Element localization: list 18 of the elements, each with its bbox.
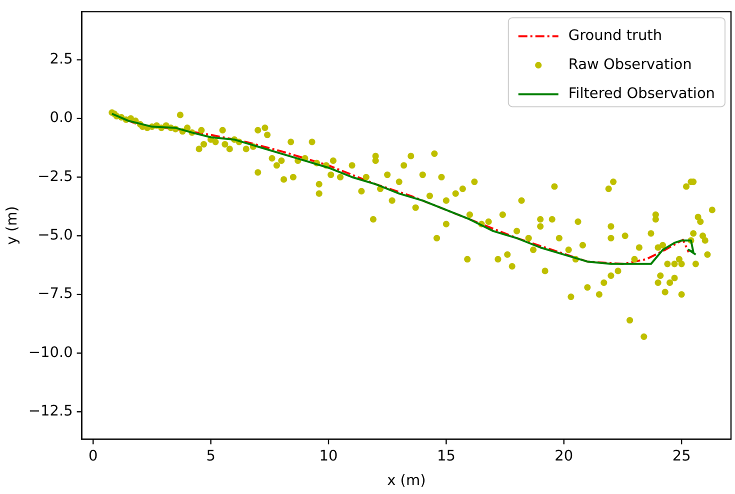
- y-tick-label: −2.5: [38, 168, 73, 185]
- x-axis-title: x (m): [387, 473, 426, 490]
- x-tick-label: 0: [88, 448, 98, 465]
- y-axis-title: y (m): [4, 206, 20, 245]
- x-tick-label: 10: [319, 448, 338, 465]
- y-tick-label: 0.0: [50, 110, 73, 126]
- y-tick-label: −7.5: [38, 286, 73, 302]
- legend-label: Ground truth: [568, 28, 662, 44]
- legend-label: Raw Observation: [568, 56, 692, 73]
- x-tick-label: 5: [206, 448, 216, 465]
- y-tick-label: −12.5: [28, 404, 73, 420]
- legend-label: Filtered Observation: [568, 86, 716, 102]
- y-tick-label: −5.0: [38, 228, 73, 244]
- y-tick-label: 2.5: [50, 52, 73, 68]
- x-tick-label: 25: [672, 448, 691, 465]
- y-tick-label: −10.0: [28, 344, 73, 361]
- x-tick-label: 20: [554, 448, 574, 465]
- x-tick-label: 15: [436, 448, 456, 465]
